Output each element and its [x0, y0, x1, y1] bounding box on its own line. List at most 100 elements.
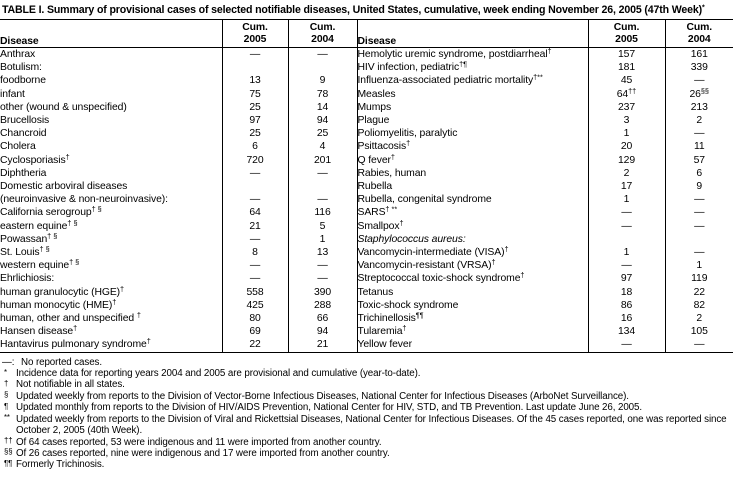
cum-2005-cell: —: [588, 338, 666, 353]
case-count: —: [621, 220, 632, 232]
cum-2004-cell: 2: [665, 312, 733, 325]
disease-label: human granulocytic (HGE): [0, 286, 121, 298]
cum-2005-cell: 558: [222, 285, 289, 299]
disease-label: Brucellosis: [0, 115, 50, 127]
case-count: 86: [620, 299, 633, 311]
cum-2004-cell: 339: [665, 61, 733, 74]
footnote-text: Incidence data for reporting years 2004 …: [16, 368, 421, 380]
disease-label: Q fever: [357, 154, 391, 166]
disease-label: Rubella: [357, 181, 393, 193]
case-count: 26: [689, 88, 701, 100]
disease-label: Mumps: [357, 101, 392, 113]
cum-2005-cell: 17: [588, 180, 666, 194]
footnote-marker: ¶¶: [4, 458, 13, 468]
table-row: California serogroup† § 64 116 SARS† ** — —: [0, 206, 733, 220]
cum-2005-cell: 134: [588, 325, 666, 339]
case-count: 82: [693, 299, 705, 311]
cum-2004-cell: —: [665, 193, 733, 206]
cum-2005-cell: 720: [222, 153, 289, 167]
col-header-disease-left: Disease: [0, 19, 223, 48]
footnote-marker: ¶: [4, 401, 9, 411]
disease-cell: Rubella, congenital syndrome: [357, 193, 589, 207]
cum-2004-cell: —: [665, 338, 733, 353]
disease-label: Botulism:: [0, 62, 42, 74]
cum-2004-cell: 22: [665, 286, 733, 299]
disease-cell: Toxic-shock syndrome: [357, 298, 589, 313]
footnote: —: No reported cases.: [2, 357, 731, 368]
disease-label: HIV infection, pediatric: [357, 62, 460, 74]
header-cum-label: Cum.: [309, 22, 336, 33]
case-count: —: [694, 194, 705, 206]
cum-2005-cell: 21: [222, 219, 289, 233]
disease-label: (neuroinvasive & non-neuroinvasive):: [0, 194, 168, 206]
cum-2005-cell: —: [588, 206, 666, 220]
disease-footnote-marker: †**: [533, 74, 543, 82]
table-row: other (wound & unspecified) 25 14 Mumps 237 2…: [0, 100, 733, 115]
case-count: 97: [620, 273, 633, 285]
case-count: 9: [696, 181, 703, 193]
case-count: 2: [623, 167, 630, 179]
disease-label: Toxic-shock syndrome: [357, 299, 459, 311]
case-count: 237: [617, 101, 636, 113]
case-count: 4: [319, 141, 326, 153]
cum-2004-cell: 390: [288, 285, 358, 299]
cum-2004-cell: 213: [665, 101, 733, 114]
disease-label: Ehrlichiosis:: [0, 273, 55, 285]
table-row: Diphtheria — — Rabies, human 2 6: [0, 166, 733, 181]
cum-2005-cell: —: [588, 219, 666, 233]
cum-2004-cell: 201: [288, 153, 358, 167]
cum-2005-cell: 3: [588, 114, 666, 128]
case-count: 1: [623, 247, 630, 259]
cum-2004-cell: [288, 180, 358, 194]
cum-2004-cell: 26§§: [665, 88, 733, 101]
table-row: western equine† § — — Vancomycin-resistant …: [0, 259, 733, 273]
case-count: 13: [316, 247, 329, 259]
case-count: 105: [690, 326, 708, 338]
case-count: —: [249, 260, 261, 272]
disease-footnote-marker: †: [65, 153, 70, 162]
table-row: human monocytic (HME)† 425 288 Toxic-shock …: [0, 298, 733, 313]
header-cum-label: Cum.: [242, 22, 268, 33]
table-title-text: TABLE I. Summary of provisional cases of…: [2, 4, 702, 16]
case-count: 25: [249, 128, 261, 140]
disease-cell: Brucellosis: [0, 114, 223, 128]
footnote-marker: —:: [2, 356, 15, 368]
cum-2005-cell: 75: [222, 87, 289, 101]
table-row: Ehrlichiosis: — — Streptococcal toxic-shock…: [0, 272, 733, 286]
disease-footnote-marker: †: [520, 272, 525, 280]
disease-cell: infant: [0, 87, 223, 101]
case-count: 1: [623, 128, 630, 140]
disease-footnote-marker: †¶: [459, 61, 468, 69]
case-count: 134: [617, 326, 636, 338]
notifiable-diseases-table: Disease Cum. 2005 Cum. 2004 Disease Cum.…: [0, 19, 733, 353]
cum-2004-cell: 94: [288, 325, 358, 339]
table-row: Cholera 6 4 Psittacosis† 20 11: [0, 140, 733, 154]
cum-2004-cell: —: [288, 47, 358, 62]
case-count: —: [621, 260, 632, 272]
disease-cell: Vancomycin-resistant (VRSA)†: [357, 259, 589, 273]
cum-2005-cell: —: [222, 166, 289, 181]
cum-2004-cell: 14: [288, 100, 358, 115]
case-count: 21: [249, 220, 261, 232]
footnote-text: Of 64 cases reported, 53 were indigenous…: [16, 436, 382, 448]
disease-label: Hantavirus pulmonary syndrome: [0, 339, 147, 351]
disease-cell: Chancroid: [0, 127, 223, 141]
table-row: Domestic arboviral diseases Rubella 17 9: [0, 180, 733, 194]
disease-cell: SARS† **: [357, 206, 589, 220]
table-row: human granulocytic (HGE)† 558 390 Tetanus 18…: [0, 285, 733, 299]
disease-cell: Tularemia†: [357, 325, 589, 339]
footnote: † Not notifiable in all states.: [2, 379, 731, 391]
disease-cell: foodborne: [0, 74, 223, 88]
case-count: 5: [319, 220, 326, 232]
cum-2005-cell: 6: [222, 140, 289, 154]
cum-2005-cell: [222, 180, 289, 194]
case-count: 69: [249, 326, 261, 338]
table-row: Brucellosis 97 94 Plague 3 2: [0, 114, 733, 128]
cum-2004-cell: 82: [665, 299, 733, 312]
cum-2005-cell: —: [222, 272, 289, 286]
disease-cell: Mumps: [357, 100, 589, 115]
header-year-label: 2005: [243, 33, 267, 45]
footnote: §§ Of 26 cases reported, nine were indige…: [2, 447, 731, 459]
disease-label: Measles: [357, 88, 396, 100]
